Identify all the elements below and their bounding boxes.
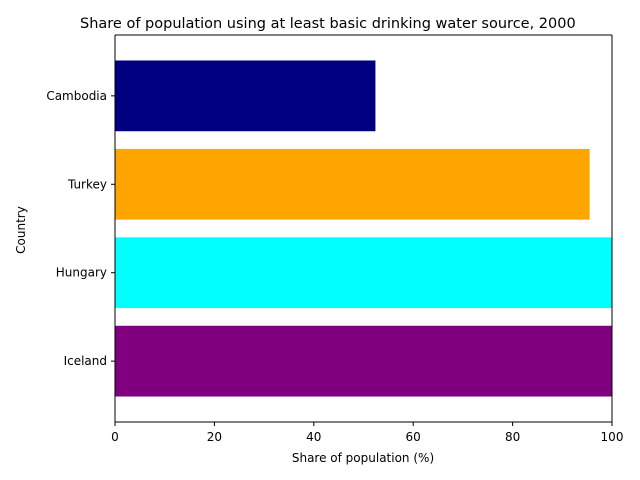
- x-tick-label-100: 100: [601, 430, 624, 444]
- x-tick-label-20: 20: [207, 430, 222, 444]
- y-axis-ticks: Iceland Hungary Turkey Cambodia: [46, 89, 115, 368]
- y-tick-label-turkey: Turkey: [67, 177, 107, 191]
- y-axis-label: Country: [14, 206, 28, 254]
- bars-group: [115, 60, 612, 397]
- axes-frame: [114, 34, 613, 423]
- x-tick-label-60: 60: [406, 430, 421, 444]
- bar-hungary: [115, 237, 612, 309]
- chart-title: Share of population using at least basic…: [80, 16, 576, 32]
- y-tick-label-cambodia: Cambodia: [46, 89, 107, 103]
- x-tick-label-0: 0: [111, 430, 119, 444]
- x-tick-label-80: 80: [505, 430, 520, 444]
- bar-cambodia: [115, 60, 376, 132]
- x-tick-label-40: 40: [306, 430, 321, 444]
- y-tick-label-hungary: Hungary: [56, 266, 107, 280]
- x-axis-label: Share of population (%): [292, 451, 434, 465]
- y-tick-label-iceland: Iceland: [64, 354, 107, 368]
- bar-iceland: [115, 325, 612, 397]
- bar-turkey: [115, 148, 590, 220]
- x-axis-ticks: 0 20 40 60 80 100: [111, 422, 623, 444]
